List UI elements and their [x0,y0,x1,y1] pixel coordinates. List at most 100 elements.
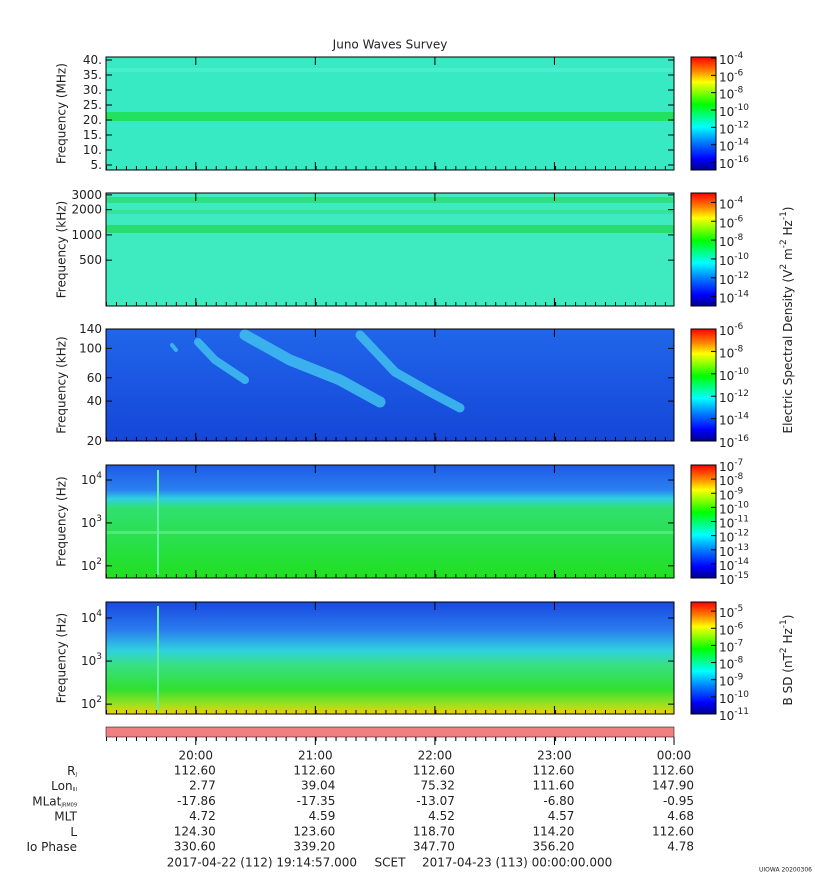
colorbar-tick-label-part: -12 [734,528,749,538]
y-tick-label-part: 10 [81,654,96,668]
colorbar-tick-label-part: -14 [734,289,749,299]
colorbar-tick-label-part: -8 [734,233,743,243]
colorbar-tick-label-part: 10 [719,544,734,558]
colorbar-tick-label: 10-8 [719,344,744,360]
y-tick-label-part: 25. [83,97,102,111]
colorbar-tick-label-part: 10 [719,272,734,286]
colorbar-tick-label-part: 10 [719,346,734,360]
y-tick-label: 35. [83,67,102,81]
y-tick-label-part: 3 [96,513,102,523]
colorbar-tick-label-part: -12 [734,120,749,130]
y-tick-label-part: 40. [83,52,102,66]
colorbar-tick-label-part: 10 [719,87,734,101]
y-tick-label: 2000 [71,202,102,216]
colorbar-tick-label-part: 10 [719,657,734,671]
ephemeris-value: -0.95 [663,794,694,808]
colorbar-tick-label-part: 10 [719,474,734,488]
colorbar-tick-label-part: -9 [734,672,743,682]
colorbar-tick-label-part: -12 [734,389,749,399]
y-tick-label: 104 [81,608,102,624]
y-tick-label-part: 20 [87,434,102,448]
colorbar-tick-label-part: 10 [719,640,734,654]
ephemeris-value: 123.60 [293,824,335,838]
colorbar-tick-label-part: 10 [719,291,734,305]
colorbar-label-part: m [781,248,795,264]
colorbar-tick-label-part: -8 [734,85,743,95]
colorbar-tick-label-part: 10 [719,558,734,572]
colorbar-tick-label-part: 10 [719,674,734,688]
y-tick-label-part: 2 [96,695,102,705]
colorbar-tick-label-part: -6 [734,214,743,224]
ephemeris-value: -17.86 [177,794,216,808]
colorbar-tick-label: 10-8 [719,233,744,249]
y-tick-label: 1000 [71,227,102,241]
y-tick-label: 15. [83,127,102,141]
x-tick-label: 23:00 [537,749,572,763]
y-tick-label-part: 10 [81,473,96,487]
coverage-bar [105,726,675,738]
colorbar-label: B SD (nT2 Hz-1) [779,615,795,706]
x-tick-label: 21:00 [298,749,333,763]
colorbar-tick-label: 10-10 [719,251,749,267]
colorbar [691,602,716,714]
colorbar-label-part: 2 [779,264,789,270]
ephemeris-label-part: J [75,772,77,778]
colorbar [691,329,716,441]
y-tick-label-part: 5. [91,157,102,171]
colorbar-label-part: -2 [779,239,789,248]
colorbar-frame [690,328,717,442]
colorbar-tick-label-part: 10 [719,216,734,230]
x-tick-label: 22:00 [418,749,453,763]
y-tick-label-part: 60 [87,370,102,384]
ephemeris-label: Io Phase [26,840,77,854]
colorbar-tick-label: 10-12 [719,528,749,544]
plot-frame [105,328,675,442]
colorbar-tick-label-part: -10 [734,366,749,376]
y-tick-label-part: 40 [87,394,102,408]
colorbar-label-part: ) [781,206,795,211]
colorbar-tick-label-part: 10 [719,623,734,637]
y-axis-label: Frequency (kHz) [55,201,69,298]
colorbar-tick-label: 10-13 [719,542,749,558]
ephemeris-value: 112.60 [652,824,694,838]
y-tick-label: 30. [83,82,102,96]
y-tick-label-part: 20. [83,112,102,126]
colorbar-tick-label-part: -14 [734,137,749,147]
plot-frame [105,464,675,579]
colorbar-tick-label: 10-9 [719,672,744,688]
ephemeris-label-part: MLT [54,809,77,823]
colorbar-tick-label-part: -7 [734,638,743,648]
colorbar-tick-label: 10-8 [719,85,744,101]
y-tick-label-part: 15. [83,127,102,141]
colorbar-tick-label-part: 10 [719,391,734,405]
y-tick-label-part: 10 [81,515,96,529]
colorbar-tick-label-part: 10 [719,502,734,516]
colorbar-label-part: 2 [779,647,789,653]
ephemeris-label-part: JRM09 [60,802,77,808]
colorbar-tick-label-part: -12 [734,270,749,280]
colorbar-tick-label-part: -11 [734,514,749,524]
ephemeris-value: 4.59 [309,809,336,823]
colorbar-tick-label-part: -10 [734,500,749,510]
y-tick-label: 20. [83,112,102,126]
ephemeris-value: 147.90 [652,779,694,793]
ephemeris-value: 112.60 [174,764,216,778]
colorbar-tick-label: 10-8 [719,655,744,671]
plot-frame [105,56,675,171]
ephemeris-value: -6.80 [543,794,574,808]
y-tick-label-part: 2 [96,556,102,566]
y-tick-label: 40. [83,52,102,66]
y-tick-label-part: 3 [96,652,102,662]
colorbar-tick-label: 10-15 [719,571,749,587]
y-axis-label: Frequency (MHz) [55,63,69,164]
ephemeris-value: 339.20 [293,840,335,854]
colorbar-tick-label: 10-6 [719,214,744,230]
colorbar-tick-label-part: 10 [719,516,734,530]
colorbar-tick-label-part: 10 [719,197,734,211]
y-tick-label: 25. [83,97,102,111]
ephemeris-value: 111.60 [532,779,574,793]
colorbar-frame [690,601,717,715]
spectrogram-image [106,57,674,714]
y-tick-label: 140 [79,322,102,336]
colorbar-tick-label: 10-14 [719,556,749,572]
